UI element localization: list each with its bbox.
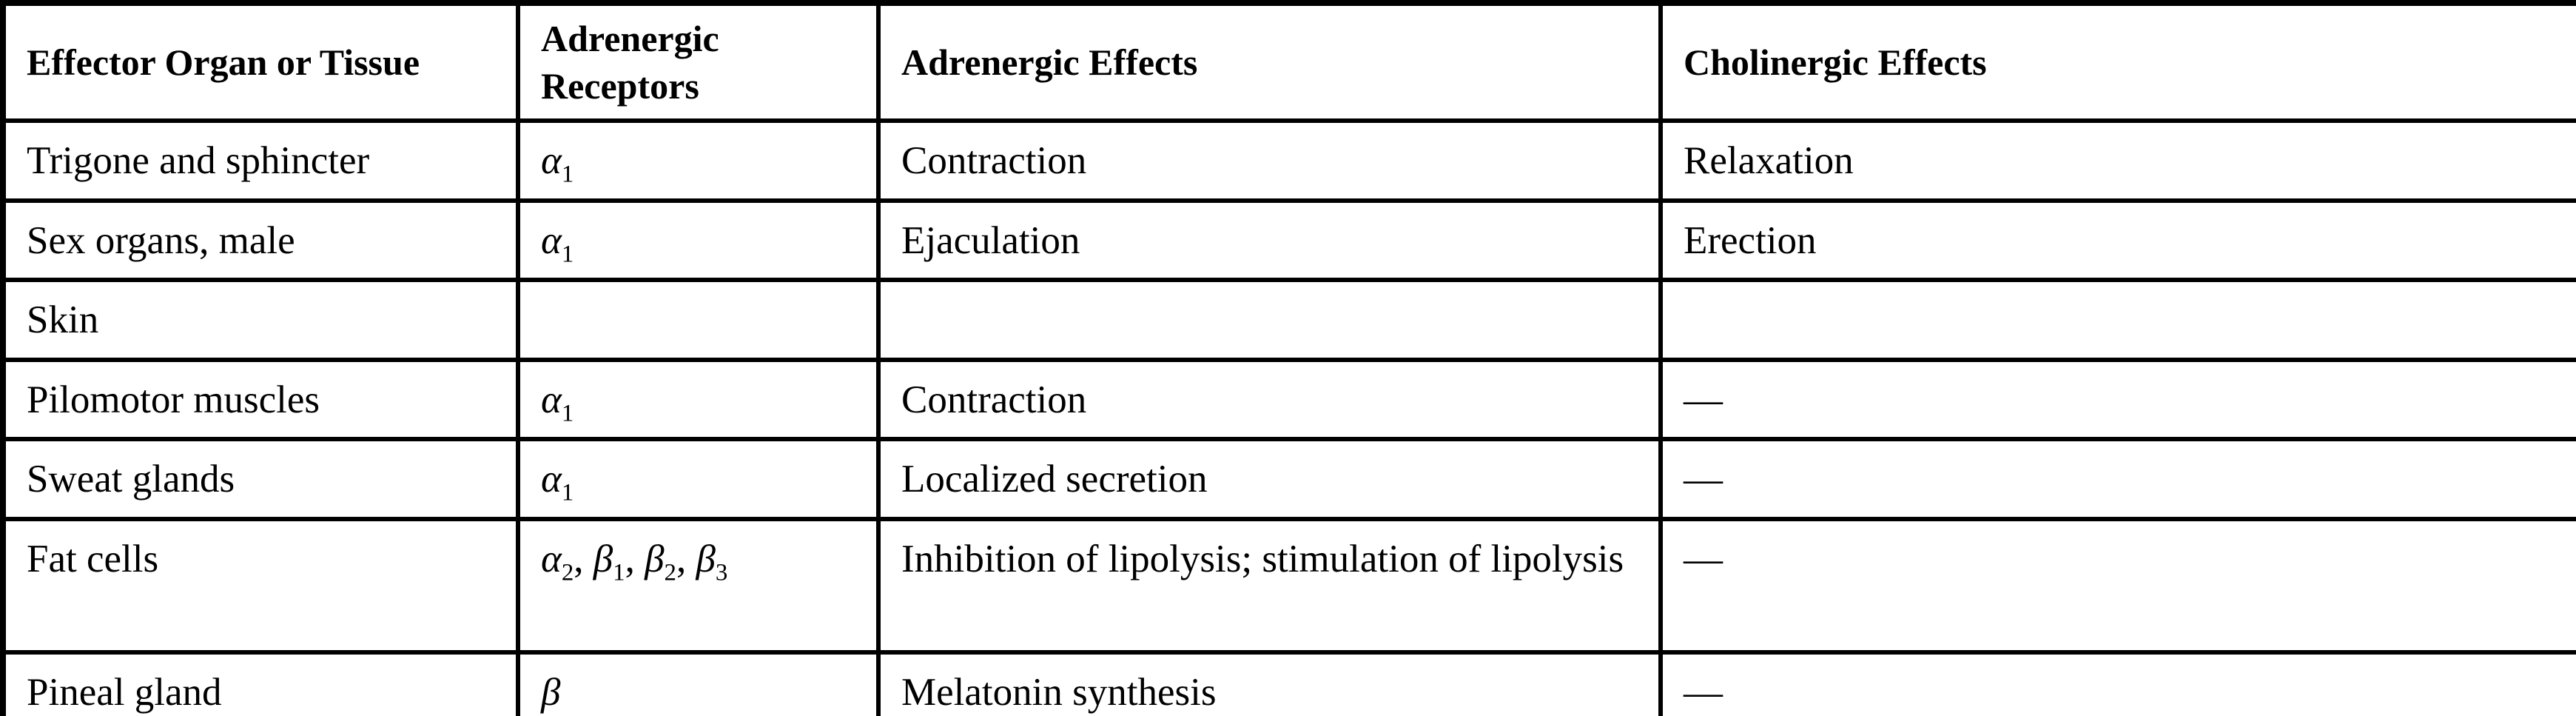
cell-cholinergic-effect: Erection	[1658, 198, 2576, 283]
cell-receptors: α1	[516, 198, 881, 283]
table-row-fat-cells: Fat cells α2, β1, β2, β3 Inhibition of l…	[1, 516, 2576, 655]
cell-receptors: α2, β1, β2, β3	[516, 516, 881, 655]
cell-adrenergic-effect: Inhibition of lipolysis; stimulation of …	[876, 516, 1663, 655]
cell-receptors	[516, 278, 881, 362]
table-row-trigone: Trigone and sphincter α1 Contraction Rel…	[1, 118, 2576, 203]
cell-receptors: α1	[516, 118, 881, 203]
header-cholinergic-effects: Cholinergic Effects	[1658, 1, 2576, 123]
table-row-pilomotor: Pilomotor muscles α1 Contraction —	[1, 357, 2576, 442]
cell-adrenergic-effect	[876, 278, 1663, 362]
table-row-sweat-glands: Sweat glands α1 Localized secretion —	[1, 437, 2576, 521]
table-row-pineal-gland: Pineal gland β Melatonin synthesis —	[1, 649, 2576, 716]
cell-organ: Trigone and sphincter	[1, 118, 520, 203]
cell-receptors: α1	[516, 357, 881, 442]
table-row-skin: Skin	[1, 278, 2576, 362]
cell-organ: Fat cells	[1, 516, 520, 655]
cell-cholinergic-effect: —	[1658, 357, 2576, 442]
cell-receptors: α1	[516, 437, 881, 521]
cell-organ: Pilomotor muscles	[1, 357, 520, 442]
cell-adrenergic-effect: Contraction	[876, 357, 1663, 442]
cell-organ: Skin	[1, 278, 520, 362]
cell-cholinergic-effect	[1658, 278, 2576, 362]
header-adrenergic-effects: Adrenergic Effects	[876, 1, 1663, 123]
cell-cholinergic-effect: —	[1658, 649, 2576, 716]
cell-adrenergic-effect: Melatonin synthesis	[876, 649, 1663, 716]
header-adrenergic-receptors: Adrenergic Receptors	[516, 1, 881, 123]
cell-cholinergic-effect: Relaxation	[1658, 118, 2576, 203]
cell-organ: Pineal gland	[1, 649, 520, 716]
cell-adrenergic-effect: Ejaculation	[876, 198, 1663, 283]
cell-organ: Sex organs, male	[1, 198, 520, 283]
cell-cholinergic-effect: —	[1658, 516, 2576, 655]
cell-receptors: β	[516, 649, 881, 716]
cell-adrenergic-effect: Contraction	[876, 118, 1663, 203]
cell-cholinergic-effect: —	[1658, 437, 2576, 521]
cell-adrenergic-effect: Localized secretion	[876, 437, 1663, 521]
header-row: Effector Organ or Tissue Adrenergic Rece…	[1, 1, 2576, 123]
header-effector-organ: Effector Organ or Tissue	[1, 1, 520, 123]
table-row-sex-organs: Sex organs, male α1 Ejaculation Erection	[1, 198, 2576, 283]
cell-organ: Sweat glands	[1, 437, 520, 521]
